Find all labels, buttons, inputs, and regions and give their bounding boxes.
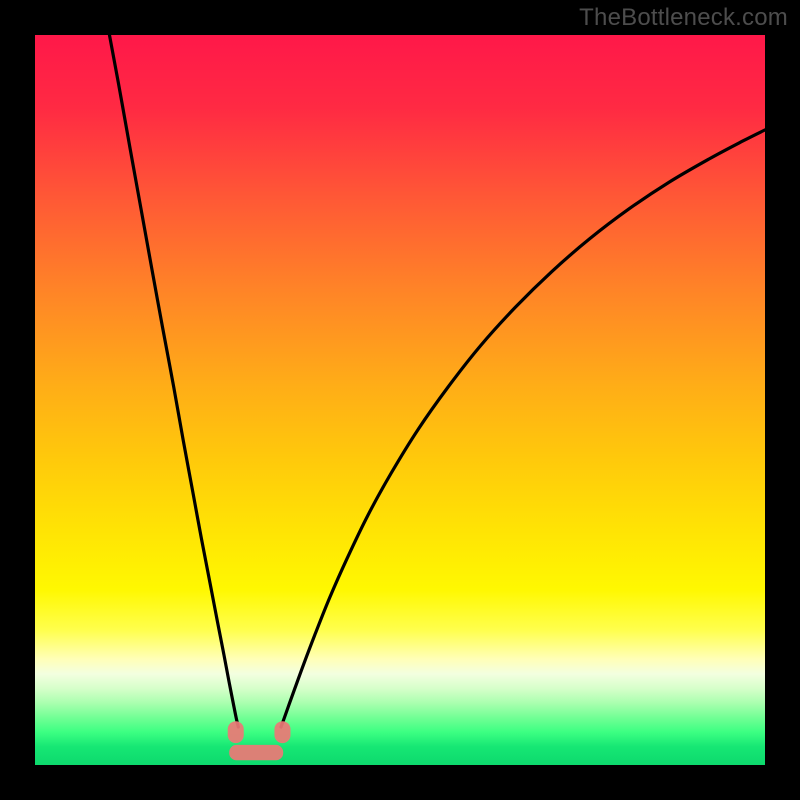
plot-gradient (35, 35, 765, 765)
bottleneck-chart: TheBottleneck.com (0, 0, 800, 800)
chart-svg (0, 0, 800, 800)
region-marker-0 (228, 721, 244, 743)
region-marker-1 (274, 721, 290, 743)
region-marker-2 (229, 745, 283, 760)
watermark-text: TheBottleneck.com (579, 4, 788, 32)
